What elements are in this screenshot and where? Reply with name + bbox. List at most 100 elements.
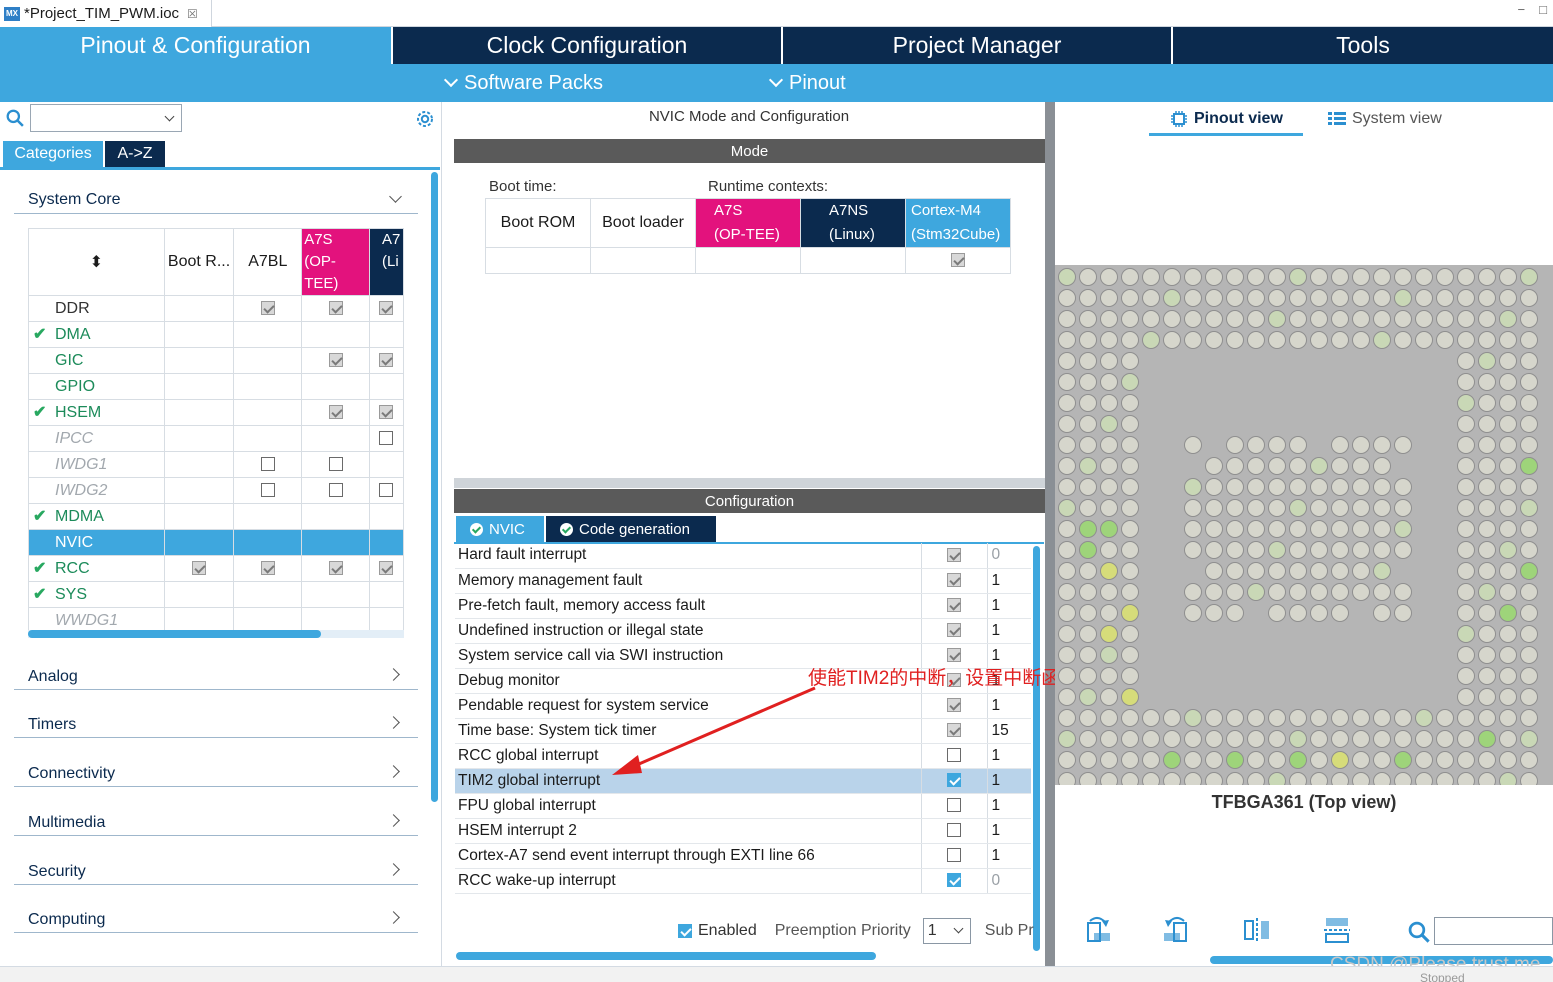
pin-ball[interactable] — [1457, 604, 1475, 622]
context-checkbox[interactable] — [260, 483, 275, 498]
pin-ball[interactable] — [1289, 583, 1307, 601]
pin-ball[interactable] — [1436, 772, 1454, 786]
pin-ball[interactable] — [1478, 583, 1496, 601]
context-checkbox[interactable] — [328, 301, 343, 316]
peripheral-row-nvic[interactable]: NVIC — [28, 529, 405, 556]
pin-ball[interactable] — [1457, 499, 1475, 517]
context-checkbox[interactable] — [379, 353, 394, 368]
pin-ball[interactable] — [1205, 268, 1223, 286]
pin-ball[interactable] — [1121, 730, 1139, 748]
pin-ball[interactable] — [1226, 730, 1244, 748]
sort-icon[interactable]: ⬍ — [28, 228, 165, 296]
interrupt-priority[interactable]: 1 — [987, 618, 1031, 644]
pin-ball[interactable] — [1478, 751, 1496, 769]
pin-ball[interactable] — [1205, 310, 1223, 328]
pin-ball[interactable] — [1184, 331, 1202, 349]
pin-ball[interactable] — [1331, 562, 1349, 580]
pin-ball[interactable] — [1184, 478, 1202, 496]
pin-ball[interactable] — [1163, 751, 1181, 769]
pin-ball[interactable] — [1205, 520, 1223, 538]
pin-ball[interactable] — [1499, 520, 1517, 538]
pin-ball[interactable] — [1520, 667, 1538, 685]
pin-ball[interactable] — [1520, 688, 1538, 706]
pin-ball[interactable] — [1100, 373, 1118, 391]
pin-ball[interactable] — [1373, 583, 1391, 601]
interrupt-enabled-checkbox[interactable] — [947, 648, 961, 663]
category-multimedia[interactable]: Multimedia — [14, 806, 418, 836]
pin-ball[interactable] — [1100, 394, 1118, 412]
interrupt-row[interactable]: TIM2 global interrupt 1 — [455, 768, 1031, 794]
pin-ball[interactable] — [1499, 688, 1517, 706]
pin-ball[interactable] — [1373, 310, 1391, 328]
pin-ball[interactable] — [1289, 730, 1307, 748]
pin-ball[interactable] — [1142, 772, 1160, 786]
pin-ball[interactable] — [1478, 709, 1496, 727]
pin-ball[interactable] — [1310, 709, 1328, 727]
pin-ball[interactable] — [1121, 604, 1139, 622]
pin-ball[interactable] — [1058, 751, 1076, 769]
pin-ball[interactable] — [1058, 541, 1076, 559]
pin-ball[interactable] — [1079, 625, 1097, 643]
pin-ball[interactable] — [1499, 373, 1517, 391]
pin-ball[interactable] — [1415, 289, 1433, 307]
interrupt-enabled-checkbox[interactable] — [947, 548, 961, 563]
context-checkbox[interactable] — [379, 561, 394, 576]
pin-ball[interactable] — [1436, 289, 1454, 307]
pin-ball[interactable] — [1184, 520, 1202, 538]
pin-ball[interactable] — [1394, 751, 1412, 769]
pinout-menu[interactable]: Pinout — [768, 64, 846, 102]
pin-ball[interactable] — [1058, 394, 1076, 412]
pin-ball[interactable] — [1373, 331, 1391, 349]
pin-ball[interactable] — [1457, 688, 1475, 706]
pin-ball[interactable] — [1457, 583, 1475, 601]
pin-ball[interactable] — [1268, 751, 1286, 769]
interrupt-priority[interactable]: 1 — [987, 668, 1031, 694]
pin-ball[interactable] — [1499, 583, 1517, 601]
pin-ball[interactable] — [1289, 310, 1307, 328]
peripheral-row-ipcc[interactable]: IPCC — [28, 425, 405, 452]
pin-ball[interactable] — [1457, 331, 1475, 349]
pin-ball[interactable] — [1310, 310, 1328, 328]
interrupt-enabled-checkbox[interactable] — [947, 873, 961, 888]
pin-ball[interactable] — [1373, 730, 1391, 748]
pin-ball[interactable] — [1520, 373, 1538, 391]
pin-ball[interactable] — [1163, 709, 1181, 727]
context-checkbox[interactable] — [260, 301, 275, 316]
pin-ball[interactable] — [1457, 730, 1475, 748]
pin-ball[interactable] — [1121, 772, 1139, 786]
pin-ball[interactable] — [1079, 646, 1097, 664]
pin-ball[interactable] — [1226, 751, 1244, 769]
pin-ball[interactable] — [1079, 310, 1097, 328]
interrupt-row[interactable]: Pre-fetch fault, memory access fault 1 — [455, 593, 1031, 619]
pin-ball[interactable] — [1100, 688, 1118, 706]
pin-ball[interactable] — [1331, 436, 1349, 454]
pin-ball[interactable] — [1352, 268, 1370, 286]
pin-ball[interactable] — [1499, 730, 1517, 748]
pin-ball[interactable] — [1499, 562, 1517, 580]
pin-ball[interactable] — [1226, 562, 1244, 580]
pin-ball[interactable] — [1310, 751, 1328, 769]
pin-ball[interactable] — [1457, 709, 1475, 727]
pin-ball[interactable] — [1100, 268, 1118, 286]
pin-ball[interactable] — [1247, 562, 1265, 580]
pin-ball[interactable] — [1205, 709, 1223, 727]
interrupt-priority[interactable]: 1 — [987, 818, 1031, 844]
pin-ball[interactable] — [1100, 415, 1118, 433]
pin-ball[interactable] — [1289, 478, 1307, 496]
pin-ball[interactable] — [1058, 604, 1076, 622]
pin-ball[interactable] — [1121, 583, 1139, 601]
pin-ball[interactable] — [1331, 499, 1349, 517]
pin-ball[interactable] — [1310, 541, 1328, 559]
pin-ball[interactable] — [1478, 415, 1496, 433]
pin-ball[interactable] — [1226, 583, 1244, 601]
pin-ball[interactable] — [1436, 751, 1454, 769]
pin-ball[interactable] — [1121, 310, 1139, 328]
pin-ball[interactable] — [1352, 457, 1370, 475]
interrupt-enabled-checkbox[interactable] — [947, 723, 961, 738]
pin-ball[interactable] — [1184, 499, 1202, 517]
pin-ball[interactable] — [1163, 268, 1181, 286]
interrupt-row[interactable]: RCC wake-up interrupt 0 — [455, 868, 1031, 894]
close-tab-icon[interactable]: ☒ — [187, 6, 198, 21]
pin-ball[interactable] — [1268, 604, 1286, 622]
pin-ball[interactable] — [1268, 541, 1286, 559]
